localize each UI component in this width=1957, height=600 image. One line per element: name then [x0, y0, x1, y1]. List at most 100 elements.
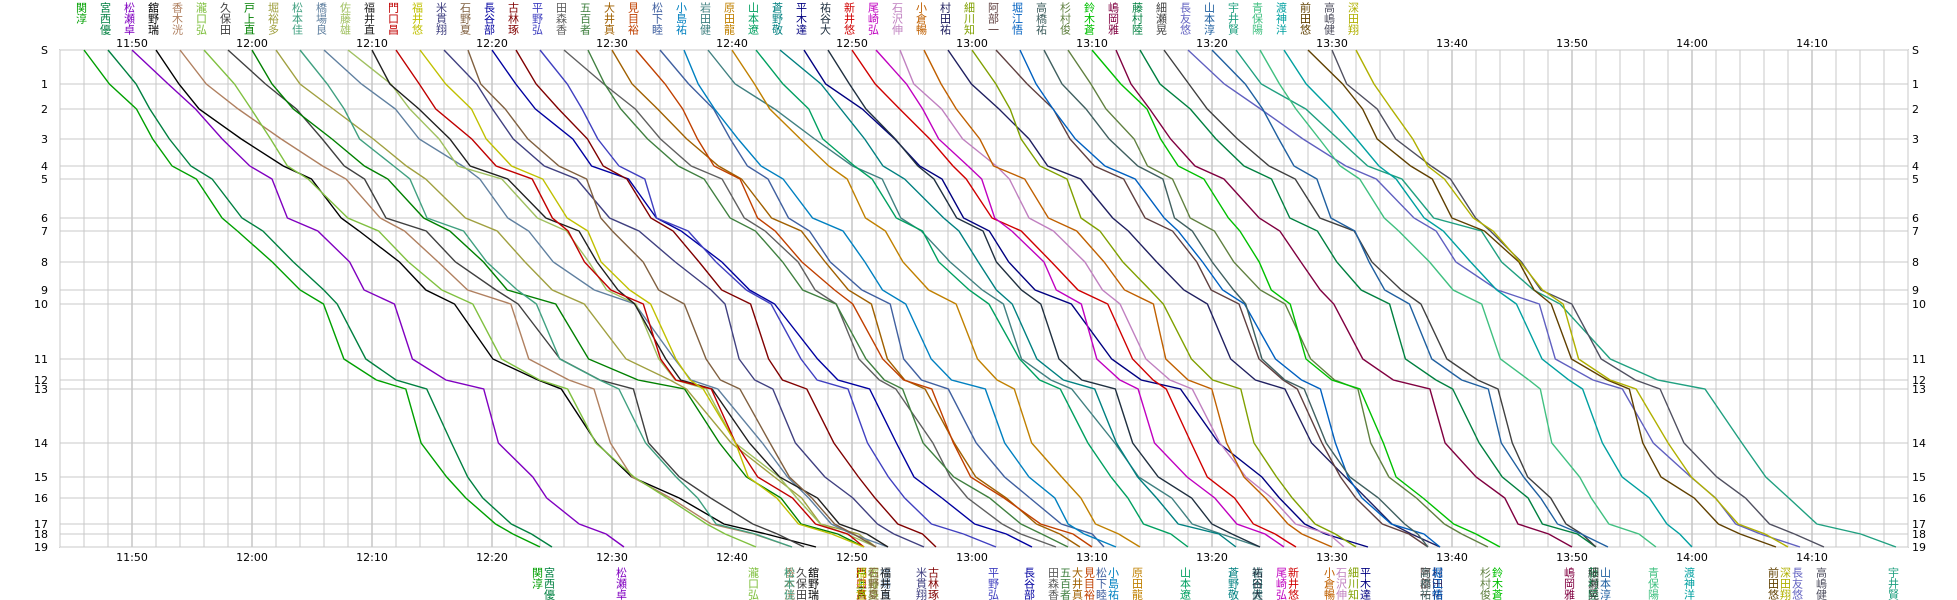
runner-name-bottom: 藤村陸	[1587, 567, 1600, 600]
series-line	[875, 49, 1285, 548]
x-tick-label-top: 13:00	[956, 37, 988, 50]
runner-name-top: 蒼野敬	[771, 2, 784, 36]
y-tick-label-right: 8	[1912, 256, 1919, 269]
runner-name-top: 祐谷大	[819, 2, 832, 35]
y-tick-label-right: 11	[1912, 353, 1926, 366]
runner-name-top: 石野夏	[459, 2, 472, 35]
runner-name-bottom: 原田龍	[1131, 567, 1144, 600]
x-tick-label-bottom: 14:00	[1676, 551, 1708, 564]
runner-name-bottom: 宮西優	[543, 566, 556, 600]
series-line	[83, 49, 541, 548]
runner-name-bottom: 田森香	[1047, 567, 1060, 600]
series-line	[131, 49, 625, 548]
y-tick-label-left: 6	[41, 212, 48, 225]
runner-name-bottom: 戸上直	[855, 567, 868, 600]
runner-name-bottom: 小島祐	[1107, 567, 1120, 600]
y-tick-label-right: 4	[1912, 160, 1919, 173]
series-line	[707, 49, 1261, 548]
runner-name-top: 福井直	[363, 1, 376, 35]
runner-name-top: 宮西優	[99, 1, 112, 36]
series-line	[1043, 49, 1429, 548]
runner-name-bottom: 石野夏	[867, 567, 880, 600]
series-line	[155, 49, 817, 548]
series-line	[467, 49, 877, 548]
runner-name-bottom: 久保田	[795, 567, 808, 600]
y-tick-label-left: 19	[34, 541, 48, 554]
y-tick-label-right: 19	[1912, 541, 1926, 554]
y-tick-label-left: 10	[34, 298, 48, 311]
runner-name-bottom: 舘野瑞	[807, 566, 820, 600]
x-tick-label-top: 11:50	[116, 37, 148, 50]
y-tick-label-right: 5	[1912, 173, 1919, 186]
runner-name-top: 細瀬晃	[1155, 2, 1168, 36]
series-line	[851, 49, 1297, 548]
runner-name-top: 高嶋健	[1323, 1, 1336, 35]
y-tick-label-right: 17	[1912, 518, 1926, 531]
runner-name-top: 古林琢	[507, 2, 520, 35]
x-tick-label-top: 14:00	[1676, 37, 1708, 50]
runner-name-top: 久保田	[219, 2, 232, 35]
x-tick-label-bottom: 13:50	[1556, 551, 1588, 564]
runner-name-top: 松下睦	[651, 1, 664, 35]
runner-name-bottom: 細瀬晃	[1587, 567, 1600, 600]
series-line	[395, 49, 865, 548]
runner-name-bottom: 杉村俊	[1479, 566, 1492, 600]
series-line	[1067, 49, 1489, 548]
runner-name-bottom: 長谷部	[1023, 567, 1036, 600]
runner-name-bottom: 高嶋健	[1815, 566, 1828, 600]
y-tick-label-right: 15	[1912, 471, 1926, 484]
runner-name-bottom: 渡神洋	[1683, 566, 1696, 600]
series-line	[635, 49, 1093, 548]
runner-name-top: 藤村陸	[1131, 2, 1144, 35]
x-tick-label-top: 13:50	[1556, 37, 1588, 50]
runner-name-bottom: 佐藤雄	[867, 566, 880, 600]
series-line	[779, 49, 1237, 548]
x-tick-label-bottom: 13:20	[1196, 551, 1228, 564]
y-tick-label-right: 7	[1912, 225, 1919, 238]
series-line	[1235, 49, 1897, 548]
runner-name-top: 青保陽	[1251, 2, 1264, 36]
runner-name-top: 佐藤雄	[339, 1, 352, 35]
runner-name-bottom: 福井悠	[855, 566, 868, 600]
y-tick-label-left: 18	[34, 528, 48, 541]
runner-name-bottom: 深田翔	[1779, 567, 1792, 600]
runner-name-bottom: 橋場良	[879, 566, 892, 600]
runner-name-bottom: 福井直	[879, 566, 892, 600]
runner-name-bottom: 青保陽	[1647, 567, 1660, 600]
x-tick-label-top: 12:40	[716, 37, 748, 50]
runner-name-top: 鈴木蒼	[1083, 1, 1096, 35]
y-tick-label-right: 16	[1912, 492, 1926, 505]
series-line	[563, 49, 1057, 548]
x-tick-label-bottom: 12:00	[236, 551, 268, 564]
y-tick-label-left: 14	[34, 437, 48, 450]
runner-name-top: 高橋祐	[1035, 1, 1048, 35]
y-tick-label-left: 11	[34, 353, 48, 366]
series-line	[923, 49, 1333, 548]
y-tick-label-left: 4	[41, 160, 48, 173]
runner-name-top: 杉村俊	[1059, 1, 1072, 35]
runner-name-bottom: 古林琢	[927, 567, 940, 600]
runner-name-bottom: 米貫翔	[915, 567, 928, 600]
x-tick-label-bottom: 13:00	[956, 551, 988, 564]
series-line	[323, 49, 889, 548]
runner-name-bottom: 長友悠	[1791, 567, 1804, 600]
series-line	[347, 49, 877, 548]
x-tick-label-top: 12:50	[836, 37, 868, 50]
y-tick-label-left: 3	[41, 133, 48, 146]
y-tick-label-right: 13	[1912, 383, 1926, 396]
runner-name-top: 大井真	[603, 1, 616, 36]
series-line	[1307, 49, 1777, 548]
runner-name-top: 五百者	[579, 2, 592, 36]
series-line	[1211, 49, 1609, 548]
runner-name-top: 嶋岡雅	[1107, 1, 1120, 35]
runner-name-bottom: 小倉暢	[1323, 567, 1336, 600]
x-tick-label-top: 13:40	[1436, 37, 1468, 50]
runner-name-top: 福井悠	[411, 1, 424, 35]
series-line	[1259, 49, 1657, 548]
x-tick-label-top: 14:10	[1796, 37, 1828, 50]
series-line	[107, 49, 553, 548]
runner-name-bottom: 松本佳	[783, 566, 796, 600]
runner-name-bottom: 高橋祐	[1419, 566, 1432, 600]
